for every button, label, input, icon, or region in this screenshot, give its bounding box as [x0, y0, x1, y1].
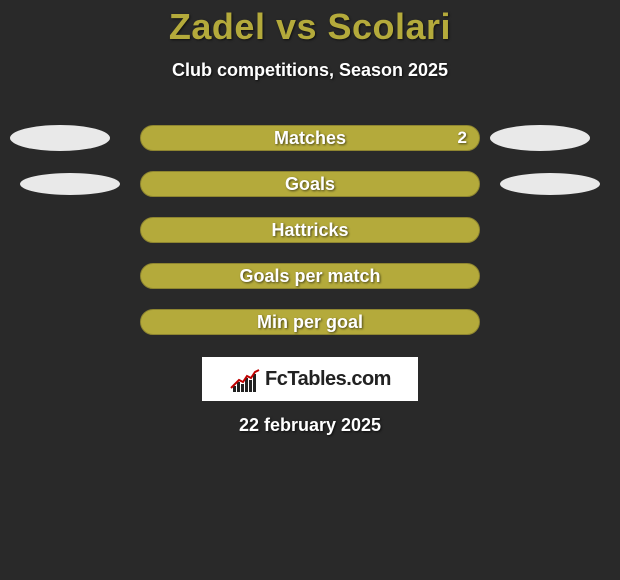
stat-label: Matches — [274, 128, 346, 149]
subtitle: Club competitions, Season 2025 — [0, 60, 620, 81]
logo-box: FcTables.com — [202, 357, 418, 401]
stat-bar: Matches 2 — [140, 125, 480, 151]
stat-row: Goals — [0, 171, 620, 197]
stat-bar: Min per goal — [140, 309, 480, 335]
stat-row: Matches 2 — [0, 125, 620, 151]
stat-bar: Goals per match — [140, 263, 480, 289]
logo-text: FcTables.com — [265, 368, 391, 391]
left-ellipse — [10, 125, 110, 151]
date-text: 22 february 2025 — [0, 415, 620, 436]
right-ellipse — [500, 173, 600, 195]
page-title: Zadel vs Scolari — [0, 6, 620, 48]
stat-row: Min per goal — [0, 309, 620, 335]
left-ellipse — [20, 173, 120, 195]
stat-bar: Goals — [140, 171, 480, 197]
stat-value-right: 2 — [458, 128, 467, 148]
stat-row: Hattricks — [0, 217, 620, 243]
stat-bar: Hattricks — [140, 217, 480, 243]
stat-label: Min per goal — [257, 312, 363, 333]
stat-rows: Matches 2 Goals Hattricks Goals per match Min… — [0, 125, 620, 335]
infographic-container: Zadel vs Scolari Club competitions, Seas… — [0, 0, 620, 580]
stat-label: Hattricks — [271, 220, 348, 241]
logo-chart-icon — [229, 366, 261, 392]
right-ellipse — [490, 125, 590, 151]
stat-row: Goals per match — [0, 263, 620, 289]
stat-label: Goals per match — [239, 266, 380, 287]
stat-label: Goals — [285, 174, 335, 195]
